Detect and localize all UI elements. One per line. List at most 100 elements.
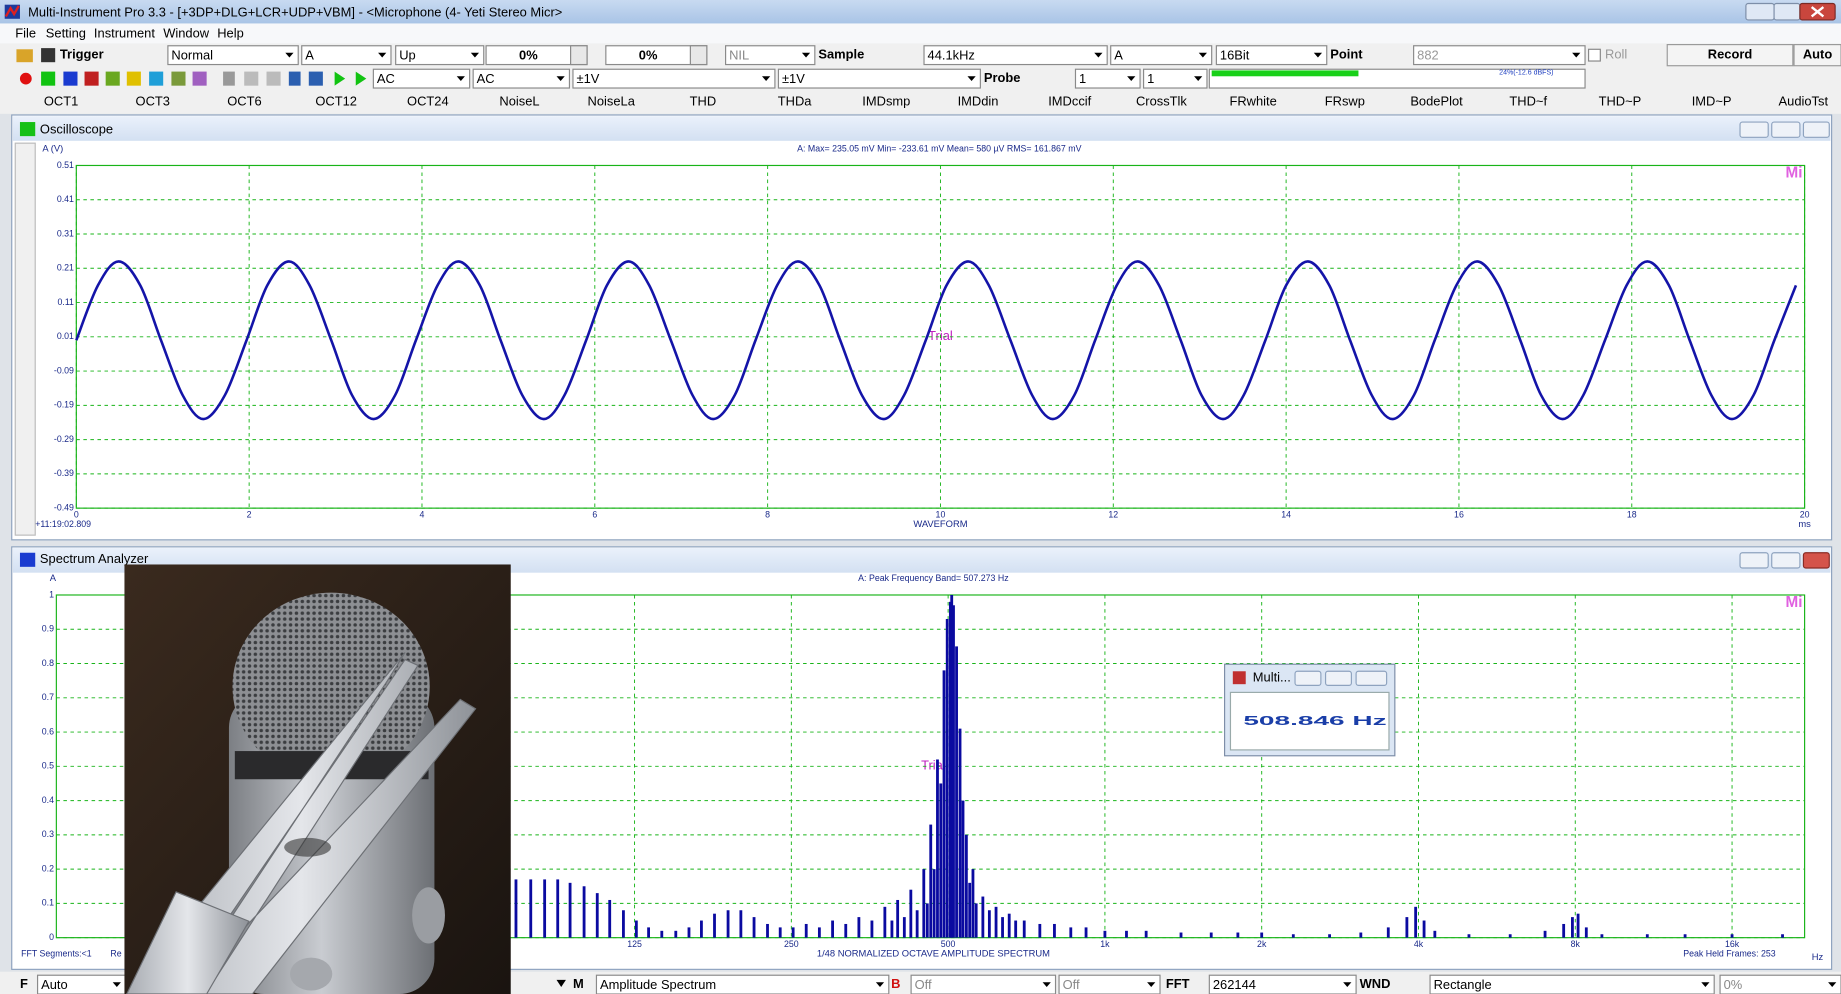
maximize-button[interactable] bbox=[1773, 2, 1801, 21]
measurement-button[interactable]: OCT24 bbox=[407, 94, 449, 109]
combo-value[interactable]: AC bbox=[477, 71, 495, 86]
dropdown-arrow[interactable] bbox=[1313, 52, 1323, 58]
combo-value[interactable]: Rectangle bbox=[1434, 977, 1492, 992]
measurement-button[interactable]: AudioTst bbox=[1779, 94, 1829, 109]
combo-value[interactable]: Up bbox=[399, 48, 416, 63]
menu-item[interactable]: Window bbox=[163, 25, 210, 40]
measurement-button[interactable]: NoiseL bbox=[499, 94, 539, 109]
checkbox[interactable] bbox=[1587, 48, 1601, 62]
combo-box[interactable] bbox=[1429, 974, 1715, 994]
combo-box[interactable] bbox=[1142, 68, 1208, 89]
combo-value[interactable]: A bbox=[1114, 48, 1123, 63]
combo-box[interactable] bbox=[572, 68, 776, 89]
dropdown-arrow[interactable] bbox=[1701, 982, 1710, 987]
measurement-button[interactable]: IMDsmp bbox=[862, 94, 910, 109]
dropdown-arrow[interactable] bbox=[1343, 982, 1352, 987]
oscilloscope-scrollbar[interactable] bbox=[14, 142, 36, 536]
dropdown-arrow[interactable] bbox=[470, 52, 480, 58]
button-label[interactable]: Auto bbox=[1803, 47, 1833, 62]
dropdown-arrow[interactable] bbox=[1194, 76, 1203, 81]
record-icon[interactable] bbox=[19, 72, 32, 85]
dropdown-arrow[interactable] bbox=[1198, 52, 1207, 58]
oscilloscope-window-buttons[interactable] bbox=[1739, 121, 1830, 138]
combo-value[interactable]: 16Bit bbox=[1220, 48, 1250, 63]
combo-value[interactable]: ±1V bbox=[782, 71, 805, 86]
measurement-button[interactable]: OCT1 bbox=[44, 94, 78, 109]
measurement-button[interactable]: THD bbox=[690, 94, 717, 109]
dropdown-arrow[interactable] bbox=[285, 52, 294, 58]
combo-box[interactable] bbox=[1110, 45, 1213, 66]
dropdown-arrow[interactable] bbox=[456, 76, 465, 81]
combo-value[interactable]: 0% bbox=[1724, 977, 1743, 992]
combo-box[interactable] bbox=[1719, 974, 1841, 994]
combo-box[interactable] bbox=[1208, 974, 1357, 994]
combo-value[interactable]: 882 bbox=[1417, 48, 1439, 63]
measurement-button[interactable]: THD~P bbox=[1599, 94, 1642, 109]
dropdown-arrow[interactable] bbox=[1572, 52, 1581, 58]
popup-max[interactable] bbox=[1324, 670, 1352, 686]
combo-value[interactable]: AC bbox=[377, 71, 395, 86]
combo-value[interactable]: 1 bbox=[1147, 71, 1154, 86]
combo-value[interactable]: Amplitude Spectrum bbox=[600, 977, 716, 992]
combo-box[interactable] bbox=[910, 974, 1057, 994]
measurement-button[interactable]: THD~f bbox=[1509, 94, 1547, 109]
combo-box[interactable] bbox=[595, 974, 890, 994]
dropdown-arrow[interactable] bbox=[761, 76, 771, 81]
dropdown-arrow[interactable] bbox=[1828, 982, 1837, 987]
combo-box[interactable] bbox=[472, 68, 571, 89]
combo-value[interactable]: Off bbox=[915, 977, 932, 992]
combo-value[interactable]: Off bbox=[1063, 977, 1080, 992]
measurement-button[interactable]: NoiseLa bbox=[588, 94, 636, 109]
combo-value[interactable]: Auto bbox=[41, 977, 68, 992]
combo-box[interactable] bbox=[923, 45, 1108, 66]
spin-value[interactable]: 0% bbox=[639, 48, 658, 63]
dropdown-arrow[interactable] bbox=[112, 982, 121, 987]
combo-box[interactable] bbox=[301, 45, 392, 66]
save-icon[interactable] bbox=[41, 48, 56, 63]
measurement-button[interactable]: FRwhite bbox=[1229, 94, 1276, 109]
combo-box[interactable] bbox=[1058, 974, 1161, 994]
combo-value[interactable]: Normal bbox=[171, 48, 213, 63]
measurement-button[interactable]: IMDdin bbox=[958, 94, 999, 109]
minimize-button[interactable] bbox=[1745, 2, 1775, 21]
dropdown-arrow[interactable] bbox=[1127, 76, 1136, 81]
combo-value[interactable]: ±1V bbox=[576, 71, 599, 86]
measurement-button[interactable]: THDa bbox=[778, 94, 813, 109]
spin-value[interactable]: 0% bbox=[519, 48, 538, 63]
popup-min[interactable] bbox=[1294, 670, 1322, 686]
dropdown-arrow[interactable] bbox=[1042, 982, 1051, 987]
combo-value[interactable]: 1 bbox=[1079, 71, 1086, 86]
combo-value[interactable]: NIL bbox=[729, 48, 749, 63]
spin-buttons[interactable] bbox=[689, 45, 708, 66]
measurement-button[interactable]: IMDccif bbox=[1048, 94, 1091, 109]
dropdown-arrow[interactable] bbox=[967, 76, 976, 81]
spectrum-window-buttons[interactable] bbox=[1739, 552, 1830, 569]
popup-close[interactable] bbox=[1355, 670, 1388, 686]
checkbox-label[interactable]: Roll bbox=[1605, 47, 1627, 62]
dropdown-arrow[interactable] bbox=[875, 982, 885, 987]
combo-box[interactable] bbox=[1215, 45, 1328, 66]
dropdown-arrow[interactable] bbox=[1147, 982, 1156, 987]
combo-value[interactable]: 44.1kHz bbox=[928, 48, 975, 63]
combo-box[interactable] bbox=[1413, 45, 1586, 66]
menu-item[interactable]: Setting bbox=[46, 25, 86, 40]
combo-box[interactable] bbox=[777, 68, 981, 89]
menu-item[interactable]: Instrument bbox=[94, 25, 155, 40]
measurement-button[interactable]: OCT3 bbox=[136, 94, 170, 109]
measurement-button[interactable]: OCT12 bbox=[315, 94, 357, 109]
button-label[interactable]: Record bbox=[1708, 47, 1753, 62]
measurement-button[interactable]: CrossTlk bbox=[1136, 94, 1187, 109]
button[interactable] bbox=[1666, 44, 1794, 67]
measurement-button[interactable]: IMD~P bbox=[1692, 94, 1732, 109]
button[interactable] bbox=[1793, 44, 1841, 67]
combo-box[interactable] bbox=[1074, 68, 1141, 89]
dropdown-arrow[interactable] bbox=[556, 76, 565, 81]
combo-box[interactable] bbox=[725, 45, 816, 66]
measurement-button[interactable]: BodePlot bbox=[1410, 94, 1463, 109]
menu-item[interactable]: File bbox=[15, 25, 36, 40]
dropdown-arrow[interactable] bbox=[801, 52, 811, 58]
dropdown-arrow[interactable] bbox=[378, 52, 387, 58]
combo-box[interactable] bbox=[167, 45, 299, 66]
open-icon[interactable] bbox=[16, 49, 33, 63]
spin-buttons[interactable] bbox=[570, 45, 588, 66]
